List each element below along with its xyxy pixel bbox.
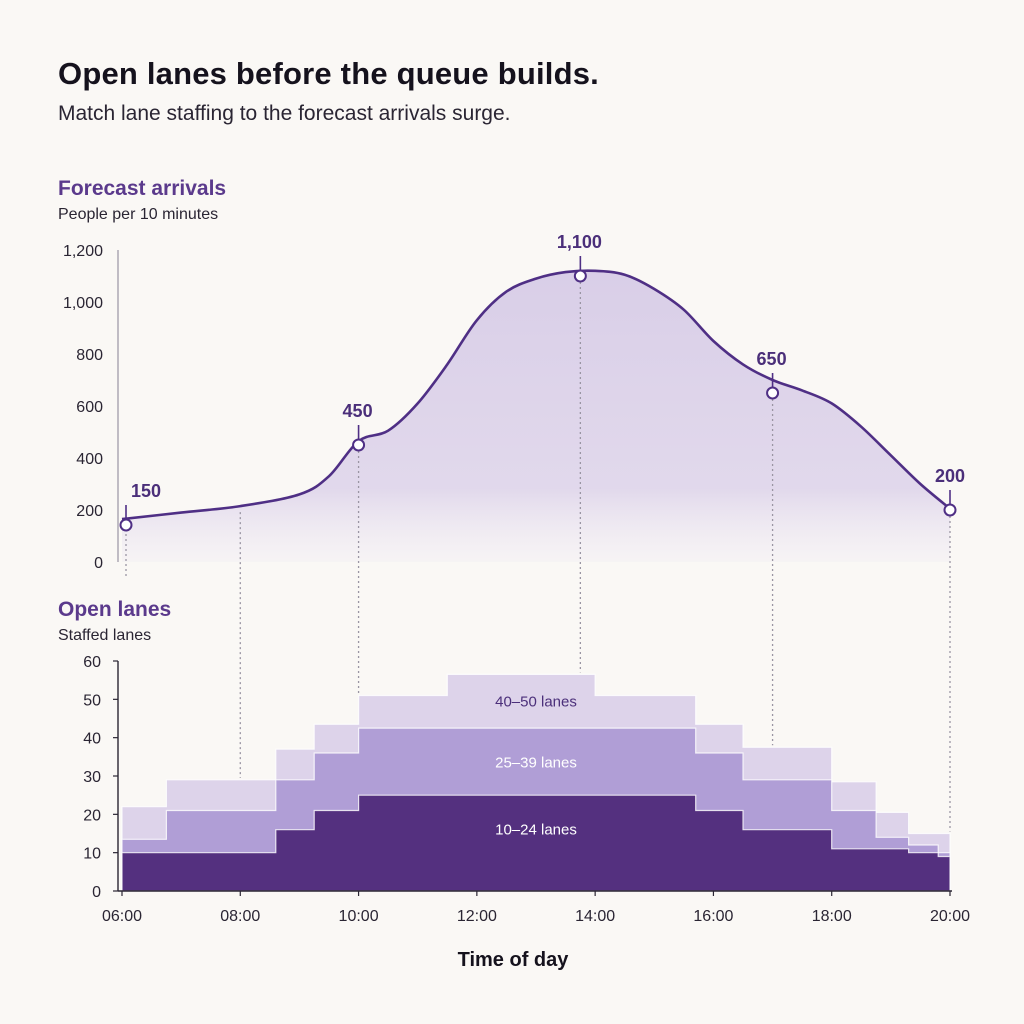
lanes-ytick-6: 60 (83, 654, 101, 671)
xtick-3: 12:00 (457, 908, 497, 925)
arrivals-area-group (122, 270, 950, 562)
xtick-4: 14:00 (575, 908, 615, 925)
lanes-ytick-4: 40 (83, 731, 101, 748)
point-marker-3 (573, 269, 587, 283)
axes-group: 0 200 400 600 800 1,000 1,200 0 10 20 30 40 50 60 06:0… (63, 243, 970, 925)
arrivals-panel-title: Forecast arrivals (58, 177, 226, 200)
point-marker-1 (119, 518, 133, 532)
x-axis-title: Time of day (458, 949, 570, 971)
lanes-band-1 (121, 794, 951, 892)
band-label-1: 10–24 lanes (495, 822, 577, 839)
lanes-ytick-2: 20 (83, 807, 101, 824)
point-label-1: 150 (131, 481, 161, 501)
guide-lines (125, 282, 951, 832)
xtick-6: 18:00 (812, 908, 852, 925)
arrivals-ytick-6: 1,200 (63, 243, 103, 260)
arrivals-ytick-0: 0 (94, 555, 103, 572)
xtick-7: 20:00 (930, 908, 970, 925)
xtick-0: 06:00 (102, 908, 142, 925)
xtick-2: 10:00 (339, 908, 379, 925)
arrivals-area (122, 270, 950, 562)
lanes-panel-subtitle: Staffed lanes (58, 627, 151, 644)
band-label-2: 25–39 lanes (495, 755, 577, 772)
page-title: Open lanes before the queue builds. (58, 56, 599, 91)
point-marker-2 (352, 438, 366, 452)
lanes-ytick-5: 50 (83, 692, 101, 709)
arrivals-ytick-3: 600 (76, 399, 103, 416)
point-label-4: 650 (757, 349, 787, 369)
arrivals-ytick-4: 800 (76, 347, 103, 364)
point-label-5: 200 (935, 466, 965, 486)
arrivals-ytick-5: 1,000 (63, 295, 103, 312)
arrivals-ytick-1: 200 (76, 503, 103, 520)
band-label-3: 40–50 lanes (495, 693, 577, 710)
arrivals-ytick-2: 400 (76, 451, 103, 468)
lanes-panel-title: Open lanes (58, 598, 171, 621)
lanes-ytick-0: 0 (92, 884, 101, 901)
point-marker-5 (943, 503, 957, 517)
point-label-3: 1,100 (557, 232, 602, 252)
lanes-ytick-3: 30 (83, 769, 101, 786)
point-label-2: 450 (343, 401, 373, 421)
point-marker-4 (766, 386, 780, 400)
page-subtitle: Match lane staffing to the forecast arri… (58, 102, 511, 125)
lanes-ytick-1: 10 (83, 846, 101, 863)
arrivals-panel-subtitle: People per 10 minutes (58, 206, 218, 223)
arrivals-line-group: 150 450 1,100 650 200 (119, 232, 965, 532)
xtick-1: 08:00 (220, 908, 260, 925)
lanes-group: 10–24 lanes 25–39 lanes 40–50 lanes (121, 673, 951, 892)
xtick-5: 16:00 (693, 908, 733, 925)
